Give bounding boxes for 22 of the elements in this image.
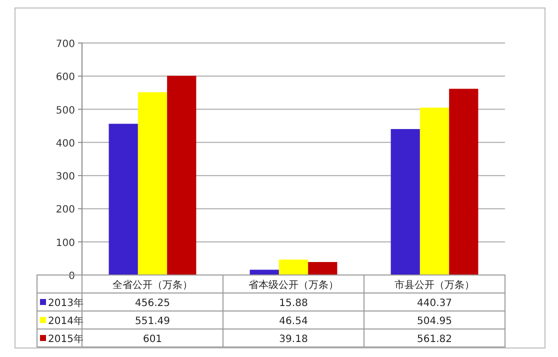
data-label: 456.25 [135,298,170,309]
data-label: 601 [142,334,162,345]
data-label: 551.49 [135,316,170,327]
data-label: 15.88 [279,298,308,309]
data-label: 504.95 [417,316,452,327]
legend-label: 2013年 [48,297,84,309]
x-tick-label: 市县公开（万条） [394,279,474,291]
y-tick-label: 600 [56,72,75,84]
y-tick-label: 700 [56,39,75,50]
y-tick-label: 400 [56,138,75,150]
y-tick-label: 300 [56,172,75,183]
data-label: 561.82 [417,334,452,345]
y-tick-label: 100 [56,238,75,249]
legend-label: 2014年 [48,315,84,327]
data-label: 39.18 [279,334,308,345]
y-tick-label: 500 [56,105,75,116]
y-tick-label: 200 [56,204,75,216]
legend-label: 2015年 [48,333,84,345]
x-tick-label: 全省公开（万条） [112,279,192,291]
data-label: 46.54 [279,316,308,327]
x-tick-label: 省本级公开（万条） [248,279,338,291]
data-label: 440.37 [417,298,452,309]
